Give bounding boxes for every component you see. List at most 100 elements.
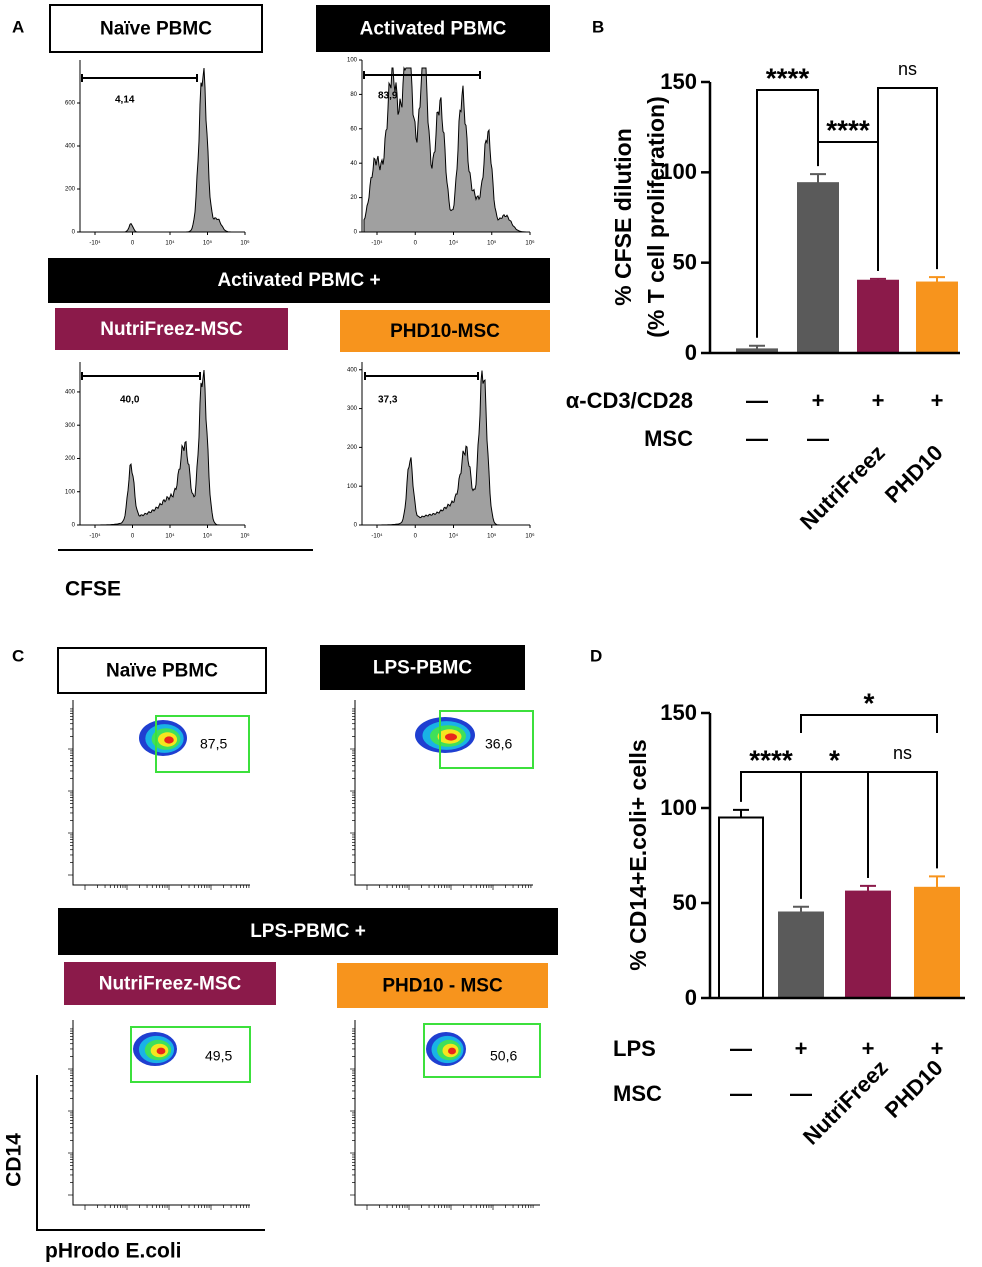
category-label: + [931, 1036, 944, 1061]
y-tick-label: 200 [347, 445, 358, 451]
histogram [82, 369, 243, 526]
gate [130, 1026, 251, 1083]
title-text: PHD10 - MSC [382, 976, 503, 997]
gate [439, 710, 534, 769]
error-bar [929, 875, 945, 888]
significance-label: * [864, 687, 875, 718]
y-tick-label: 100 [347, 484, 358, 490]
x-tick-label: -10⁴ [89, 240, 101, 247]
category-label: — [730, 1081, 752, 1106]
title-text: NutriFreez-MSC [99, 974, 242, 995]
panel-letter: A [12, 17, 24, 36]
axis-label: CFSE [65, 578, 121, 601]
category-label: + [931, 388, 944, 413]
bar [914, 886, 960, 999]
gate-label: 36,6 [485, 736, 512, 752]
title-text: Naïve PBMC [100, 19, 212, 40]
axis-line [79, 60, 245, 233]
gate [364, 372, 479, 380]
significance-bracket [756, 89, 819, 338]
header-bar [48, 258, 550, 303]
category-label: PHD10 [880, 1055, 948, 1123]
row-label: MSC [613, 1081, 662, 1106]
x-tick-label: 10⁵ [487, 240, 497, 247]
title-box [320, 645, 525, 690]
x-tick-label: 10⁴ [449, 533, 459, 540]
y-axis-label: % CFSE dilution [610, 128, 636, 306]
category-label: — [790, 1081, 812, 1106]
x-tick-label: 10⁶ [240, 533, 250, 540]
x-tick-label: 10⁴ [165, 533, 175, 540]
density [156, 1047, 166, 1055]
significance-label: **** [766, 62, 810, 93]
bar [857, 279, 899, 355]
gate [423, 1023, 541, 1078]
error-bar [733, 808, 749, 818]
gate-label: 87,5 [200, 736, 227, 752]
y-tick-label: 200 [65, 456, 76, 462]
x-tick-label: 10⁶ [525, 240, 535, 247]
y-tick-label: 600 [65, 101, 76, 107]
y-tick-label: 100 [660, 159, 697, 184]
title-text: NutriFreez-MSC [100, 319, 243, 340]
y-tick-label: 300 [347, 406, 358, 412]
category-label: NutriFreez [798, 1055, 893, 1150]
gate-label: 50,6 [490, 1048, 517, 1064]
panel-letter: B [592, 17, 604, 36]
y-axis-label: % CD14+E.coli+ cells [625, 739, 651, 970]
title-box [316, 5, 550, 52]
y-tick-label: 50 [673, 249, 697, 274]
axis-label: CD14 [3, 1133, 26, 1187]
x-tick-label: -10⁴ [89, 533, 101, 540]
x-tick-label: 0 [414, 534, 418, 540]
density [164, 736, 174, 744]
category-label: — [746, 426, 768, 451]
category-label: PHD10 [880, 440, 948, 508]
header-bar [58, 908, 558, 955]
panel-letter: C [12, 646, 24, 665]
header-text: LPS-PBMC + [250, 921, 366, 942]
significance-label: **** [826, 114, 870, 145]
gate-label: 83,9 [378, 91, 398, 102]
bar [797, 182, 839, 354]
significance-bracket [867, 771, 938, 878]
x-tick-label: 10⁵ [203, 240, 213, 247]
significance-bracket [800, 771, 869, 899]
y-tick-label: 200 [65, 187, 76, 193]
axis-label: pHrodo E.coli [45, 1240, 182, 1263]
title-box [340, 310, 550, 352]
y-tick-label: 150 [660, 700, 697, 725]
title-text: PHD10-MSC [390, 321, 500, 342]
x-tick-label: -10⁴ [371, 533, 383, 540]
significance-bracket [877, 87, 938, 271]
category-label: + [795, 1036, 808, 1061]
significance-label: ns [898, 59, 917, 79]
y-tick-label: 60 [350, 126, 357, 132]
row-label: α-CD3/CD28 [566, 388, 693, 413]
x-tick-label: 10⁵ [487, 533, 497, 540]
category-label: — [730, 1036, 752, 1061]
y-tick-label: 400 [65, 144, 76, 150]
axis-line [361, 362, 530, 526]
x-tick-label: 10⁴ [449, 240, 459, 247]
x-tick-label: 10⁵ [203, 533, 213, 540]
y-tick-label: 0 [72, 523, 76, 529]
category-label: — [807, 426, 829, 451]
title-text: Activated PBMC [360, 19, 507, 40]
histogram [363, 66, 528, 233]
gate [81, 372, 201, 380]
y-axis-label: (% T cell proliferation) [643, 96, 669, 338]
title-box [337, 963, 548, 1008]
x-tick-label: 10⁶ [240, 240, 250, 247]
histogram [364, 370, 528, 526]
y-tick-label: 0 [354, 230, 358, 236]
bar [718, 816, 764, 999]
bar [916, 281, 958, 355]
category-label: + [862, 1036, 875, 1061]
title-box [49, 4, 263, 53]
title-text: Naïve PBMC [106, 661, 218, 682]
y-tick-label: 0 [72, 230, 76, 236]
gate [155, 715, 250, 773]
x-tick-label: 10⁶ [525, 533, 535, 540]
